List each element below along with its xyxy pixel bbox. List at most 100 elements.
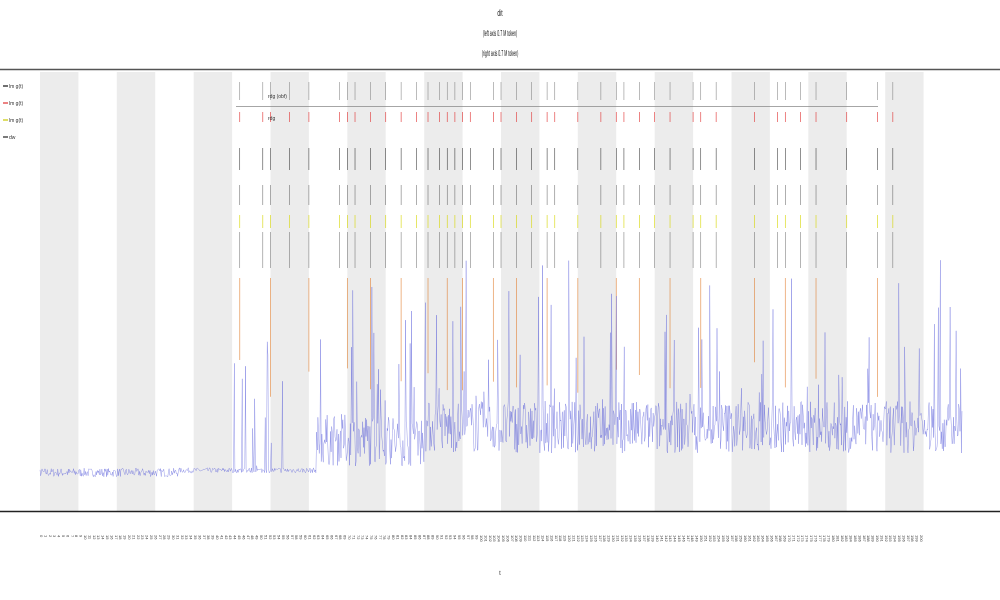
x-tick-label: 7 [70,535,75,538]
x-tick-label: 99 [475,535,480,540]
x-tick-label: 36 [197,535,202,540]
x-tick-label: 179 [827,535,832,542]
shaded-bands [40,72,924,511]
event-spikes [239,82,894,397]
x-tick-labels: 0 1 2 3 4 5 6 7 8 9 10 11 12 13 14 15 16 17 18 19 20 21 22 23 24… [39,535,924,542]
x-tick-label: 34 [189,535,194,540]
x-tick-label: 193 [888,535,893,542]
x-tick-label: 117 [554,535,559,542]
chart-subtitle-2: (right axis 0.7 M token) [481,49,519,58]
x-tick-label: 177 [818,535,823,542]
x-tick-label: 122 [576,535,581,542]
x-tick-label: 141 [659,535,664,542]
x-tick-label: 2 [48,535,53,538]
x-tick-label: 184 [849,535,854,542]
x-tick-label: 71 [351,535,356,540]
shaded-band [501,72,540,511]
x-tick-label: 125 [589,535,594,542]
legend: lm g(t) lm g(t) lm g(t) dw [3,84,24,141]
x-tick-label: 56 [285,535,290,540]
x-tick-label: 106 [505,535,510,542]
x-tick-label: 5 [61,535,66,538]
x-tick-label: 145 [677,535,682,542]
x-tick-label: 68 [338,535,343,540]
legend-label: lm g(t) [9,84,24,90]
x-tick-label: 129 [607,535,612,542]
x-tick-label: 0 [39,535,44,538]
annotation-row-label: rdg [268,116,275,122]
x-tick-label: 85 [413,535,418,540]
x-tick-label: 31 [175,535,180,540]
x-tick-label: 24 [145,535,150,540]
x-tick-label: 14 [101,535,106,540]
x-tick-label: 13 [96,535,101,540]
x-tick-label: 178 [822,535,827,542]
x-tick-label: 97 [466,535,471,540]
x-tick-label: 77 [378,535,383,540]
x-tick-label: 83 [404,535,409,540]
x-tick-label: 46 [241,535,246,540]
x-tick-label: 32 [180,535,185,540]
x-tick-label: 152 [708,535,713,542]
x-tick-label: 25 [149,535,154,540]
chart-title: dit [497,8,503,18]
x-tick-label: 11 [87,535,92,540]
x-tick-label: 58 [294,535,299,540]
x-tick-label: 160 [743,535,748,542]
x-tick-label: 176 [813,535,818,542]
x-tick-label: 157 [730,535,735,542]
shaded-band [40,72,79,511]
x-tick-label: 155 [721,535,726,542]
shaded-band [270,72,309,511]
x-tick-label: 188 [866,535,871,542]
x-tick-label: 153 [712,535,717,542]
x-tick-label: 169 [783,535,788,542]
x-tick-label: 174 [805,535,810,542]
x-tick-label: 197 [906,535,911,542]
x-tick-label: 166 [769,535,774,542]
x-tick-label: 101 [483,535,488,542]
x-tick-label: 123 [580,535,585,542]
x-tick-label: 159 [739,535,744,542]
x-tick-label: 91 [439,535,444,540]
x-tick-label: 182 [840,535,845,542]
x-tick-label: 124 [585,535,590,542]
x-tick-label: 87 [422,535,427,540]
x-tick-label: 86 [417,535,422,540]
x-tick-label: 108 [514,535,519,542]
x-tick-label: 191 [879,535,884,542]
x-tick-label: 37 [202,535,207,540]
x-tick-label: 30 [171,535,176,540]
x-tick-label: 81 [395,535,400,540]
shaded-band [808,72,847,511]
x-tick-label: 164 [761,535,766,542]
x-tick-label: 57 [290,535,295,540]
x-tick-label: 21 [131,535,136,540]
x-tick-label: 82 [400,535,405,540]
shaded-band [116,72,156,511]
x-tick-label: 130 [611,535,616,542]
x-tick-label: 61 [307,535,312,540]
x-tick-label: 189 [871,535,876,542]
x-tick-label: 194 [893,535,898,542]
x-tick-label: 45 [237,535,242,540]
x-tick-label: 110 [523,535,528,542]
x-tick-label: 186 [857,535,862,542]
x-tick-label: 118 [558,535,563,542]
x-tick-label: 28 [162,535,167,540]
x-tick-label: 120 [567,535,572,542]
shaded-band [193,72,233,511]
x-tick-label: 27 [158,535,163,540]
x-tick-label: 102 [488,535,493,542]
x-tick-label: 67 [334,535,339,540]
x-tick-label: 20 [127,535,132,540]
x-tick-label: 64 [321,535,326,540]
x-tick-label: 134 [629,535,634,542]
x-tick-label: 170 [787,535,792,542]
x-tick-label: 172 [796,535,801,542]
signal-line [39,260,963,478]
x-tick-label: 18 [118,535,123,540]
annotation-rows: rdg (obf) rdg [268,94,287,122]
x-tick-label: 104 [497,535,502,542]
